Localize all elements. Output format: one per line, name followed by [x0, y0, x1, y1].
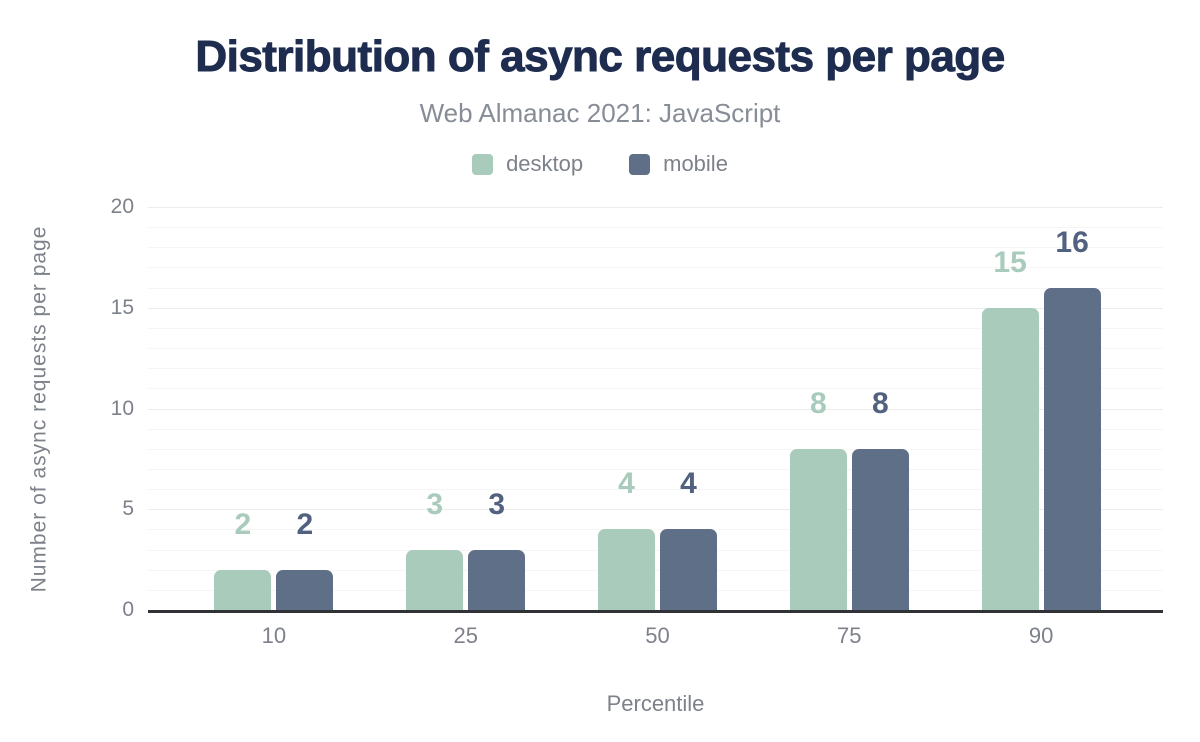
bar-mobile-p50[interactable] [659, 529, 717, 610]
chart-subtitle: Web Almanac 2021: JavaScript [419, 98, 781, 128]
gridline-minor-14 [148, 327, 1163, 329]
y-axis-tick-15: 15 [110, 295, 134, 319]
bar-value-mobile-p75: 8 [871, 386, 889, 420]
bar-group-p90: 15 16 [945, 207, 1137, 610]
bar-value-desktop-p50: 4 [618, 467, 635, 501]
desktop-swatch-icon [472, 153, 494, 175]
bar-value-mobile-p10: 2 [296, 507, 314, 541]
y-axis-title: Number of async requests per page [27, 225, 51, 592]
bar-desktop-p10[interactable] [214, 569, 272, 610]
gridline-major-10 [148, 408, 1163, 410]
bar-column-mobile-p75: 8 [851, 207, 909, 610]
bar-value-mobile-p50: 4 [680, 467, 697, 501]
bar-desktop-p50[interactable] [597, 529, 655, 610]
chart-body: Number of async requests per page 0 5 10 15… [0, 195, 1200, 717]
chart-title: Distribution of async requests per page [195, 32, 1006, 82]
x-axis-label-50: 50 [645, 623, 670, 648]
bar-mobile-p90[interactable] [1043, 287, 1101, 610]
bar-value-desktop-p25: 3 [426, 487, 444, 521]
y-axis-tick-10: 10 [110, 396, 134, 420]
legend-label-mobile: mobile [663, 151, 728, 176]
bar-mobile-p10[interactable] [276, 569, 334, 610]
gridline-major-15 [148, 307, 1163, 309]
gridline-minor-2 [148, 569, 1163, 571]
x-axis-title: Percentile [606, 691, 705, 716]
bar-value-mobile-p25: 3 [488, 487, 506, 521]
bar-column-mobile-p50: 4 [659, 207, 717, 610]
x-axis-label-75: 75 [837, 623, 862, 648]
gridline-minor-16 [148, 287, 1163, 289]
bar-column-mobile-p10: 2 [276, 207, 334, 610]
gridline-minor-4 [148, 529, 1163, 531]
gridline-minor-9 [148, 428, 1163, 430]
bar-value-mobile-p90: 16 [1055, 225, 1089, 259]
legend-item-desktop[interactable]: desktop [472, 151, 583, 177]
bar-value-desktop-p10: 2 [234, 507, 252, 541]
bar-column-desktop-p10: 2 [214, 207, 272, 610]
gridline-minor-1 [148, 589, 1163, 591]
gridline-minor-6 [148, 489, 1163, 491]
bar-groups: 2 2 3 3 4 4 8 8 15 16 [148, 207, 1163, 610]
bar-column-desktop-p50: 4 [597, 207, 655, 610]
bar-column-desktop-p90: 15 [981, 207, 1039, 610]
bar-column-desktop-p75: 8 [789, 207, 847, 610]
bar-column-desktop-p25: 3 [406, 207, 464, 610]
gridline-minor-7 [148, 468, 1163, 470]
gridline-minor-13 [148, 348, 1163, 350]
x-axis: 10 25 50 75 90 [148, 623, 1163, 649]
bar-column-mobile-p90: 16 [1043, 207, 1101, 610]
y-axis-tick-0: 0 [122, 598, 134, 621]
gridline-minor-3 [148, 549, 1163, 551]
bar-desktop-p25[interactable] [406, 549, 464, 610]
y-axis-tick-20: 20 [110, 195, 134, 218]
legend-item-mobile[interactable]: mobile [629, 151, 728, 177]
x-axis-label-90: 90 [1028, 623, 1054, 648]
bar-desktop-p75[interactable] [789, 448, 847, 610]
x-axis-label-25: 25 [453, 623, 478, 648]
mobile-swatch-icon [629, 153, 651, 175]
x-axis-label-10: 10 [261, 623, 287, 648]
bar-mobile-p25[interactable] [468, 549, 526, 610]
gridline-minor-12 [148, 368, 1163, 370]
gridline-major-20 [148, 207, 1163, 208]
y-axis: 0 5 10 15 20 [60, 195, 148, 621]
bar-desktop-p90[interactable] [981, 307, 1039, 610]
legend: desktop mobile [0, 151, 1200, 177]
plot-area: 2 2 3 3 4 4 8 8 15 16 [148, 207, 1163, 613]
gridline-minor-19 [148, 227, 1163, 229]
bar-value-desktop-p75: 8 [809, 386, 827, 420]
gridline-minor-17 [148, 267, 1163, 269]
y-axis-tick-5: 5 [122, 497, 134, 521]
gridline-minor-11 [148, 388, 1163, 390]
gridline-minor-8 [148, 448, 1163, 450]
bar-value-desktop-p90: 15 [993, 245, 1027, 279]
legend-label-desktop: desktop [506, 151, 584, 176]
bar-column-mobile-p25: 3 [468, 207, 526, 610]
gridline-major-5 [148, 509, 1163, 511]
gridline-minor-18 [148, 247, 1163, 249]
bar-mobile-p75[interactable] [851, 448, 909, 610]
